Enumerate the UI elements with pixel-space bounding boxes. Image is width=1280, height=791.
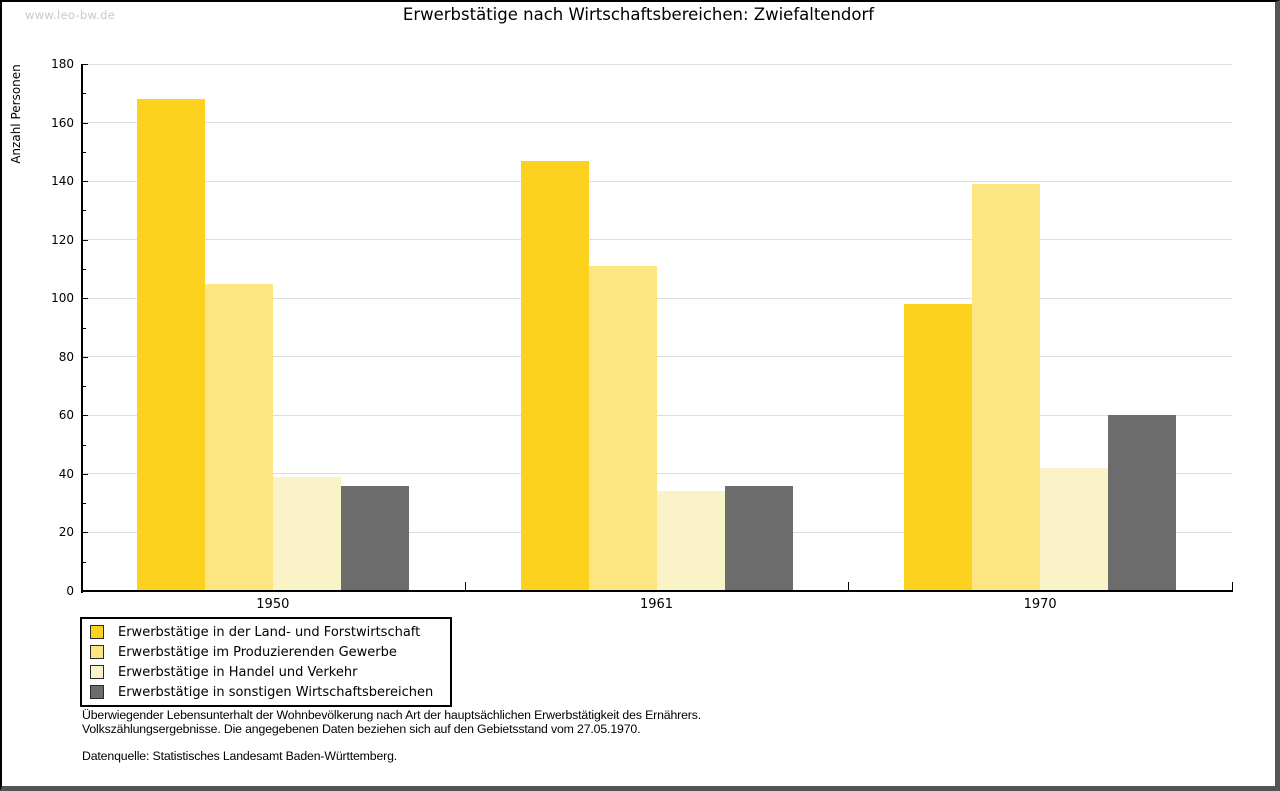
bar-1961-series-4 — [724, 485, 793, 590]
y-tick-label: 20 — [58, 525, 74, 540]
legend-label: Erwerbstätige in sonstigen Wirtschaftsbe… — [118, 684, 434, 700]
bar-1950-series-1 — [136, 99, 205, 590]
footer-line-1: Überwiegender Lebensunterhalt der Wohnbe… — [82, 708, 701, 722]
bar-1950-series-3 — [272, 476, 341, 590]
y-tick — [81, 473, 88, 475]
bar-1970-series-3 — [1040, 468, 1109, 590]
y-gridline — [81, 63, 1232, 65]
y-tick — [81, 298, 88, 300]
legend-label: Erwerbstätige in der Land- und Forstwirt… — [118, 624, 421, 640]
bar-1961-series-3 — [656, 491, 725, 590]
y-tick-label: 180 — [51, 57, 74, 71]
y-tick-label: 60 — [58, 408, 74, 423]
legend: Erwerbstätige in der Land- und Forstwirt… — [80, 617, 452, 707]
footer-line-2: Volkszählungsergebnisse. Die angegebenen… — [82, 721, 641, 736]
legend-item-3: Erwerbstätige in Handel und Verkehr — [82, 662, 450, 682]
bar-1950-series-4 — [340, 485, 409, 590]
legend-item-1: Erwerbstätige in der Land- und Forstwirt… — [82, 622, 450, 642]
y-tick-label: 0 — [66, 584, 74, 598]
y-tick-label: 40 — [58, 466, 74, 481]
y-gridline — [81, 297, 1232, 299]
y-tick — [81, 122, 88, 124]
footer: Überwiegender Lebensunterhalt der Wohnbe… — [82, 708, 701, 764]
x-tick — [1232, 582, 1233, 590]
y-minor-tick — [81, 503, 86, 505]
y-tick — [81, 415, 88, 417]
y-gridline — [81, 356, 1232, 358]
y-minor-tick — [81, 444, 86, 446]
watermark: www.leo-bw.de — [25, 8, 116, 22]
y-gridline — [81, 414, 1232, 416]
y-tick — [81, 532, 88, 534]
y-tick — [81, 356, 88, 358]
chart-title: Erwerbstätige nach Wirtschaftsbereichen:… — [402, 5, 875, 24]
legend-item-4: Erwerbstätige in sonstigen Wirtschaftsbe… — [82, 682, 450, 702]
x-tick-label: 1950 — [256, 597, 290, 612]
y-tick-label: 100 — [51, 291, 74, 306]
y-tick-label: 160 — [51, 115, 74, 130]
y-tick-label: 120 — [51, 232, 74, 247]
y-tick — [81, 181, 88, 183]
y-tick — [81, 239, 88, 241]
legend-label: Erwerbstätige im Produzierenden Gewerbe — [118, 644, 397, 660]
y-axis-line — [81, 64, 83, 593]
y-minor-tick — [81, 151, 86, 153]
x-tick — [464, 582, 466, 590]
x-tick-label: 1961 — [639, 597, 674, 612]
y-minor-tick — [81, 93, 86, 95]
legend-item-2: Erwerbstätige im Produzierenden Gewerbe — [82, 642, 450, 662]
x-tick-label: 1970 — [1023, 597, 1057, 612]
y-minor-tick — [81, 268, 86, 270]
y-minor-tick — [81, 210, 86, 212]
y-minor-tick — [81, 561, 86, 563]
y-minor-tick — [81, 327, 86, 329]
legend-swatch-icon — [90, 625, 104, 639]
y-gridline — [81, 122, 1232, 124]
footer-source: Datenquelle: Statistisches Landesamt Bad… — [82, 749, 398, 763]
y-tick-label: 140 — [51, 174, 74, 189]
y-tick — [81, 64, 88, 65]
y-gridline — [81, 180, 1232, 182]
bar-1961-series-2 — [588, 266, 657, 590]
bar-1970-series-1 — [904, 304, 973, 590]
y-gridline — [81, 473, 1232, 475]
legend-label: Erwerbstätige in Handel und Verkehr — [118, 664, 358, 680]
x-tick — [848, 582, 850, 590]
x-axis-line — [81, 590, 1233, 592]
bar-1970-series-4 — [1108, 415, 1177, 590]
bar-1970-series-2 — [972, 184, 1041, 590]
bar-1961-series-1 — [520, 160, 589, 590]
legend-swatch-icon — [90, 665, 104, 679]
y-tick-label: 80 — [58, 349, 74, 364]
bar-1950-series-2 — [204, 283, 273, 590]
y-gridline — [81, 239, 1232, 241]
legend-swatch-icon — [90, 685, 104, 699]
legend-swatch-icon — [90, 645, 104, 659]
y-minor-tick — [81, 386, 86, 388]
